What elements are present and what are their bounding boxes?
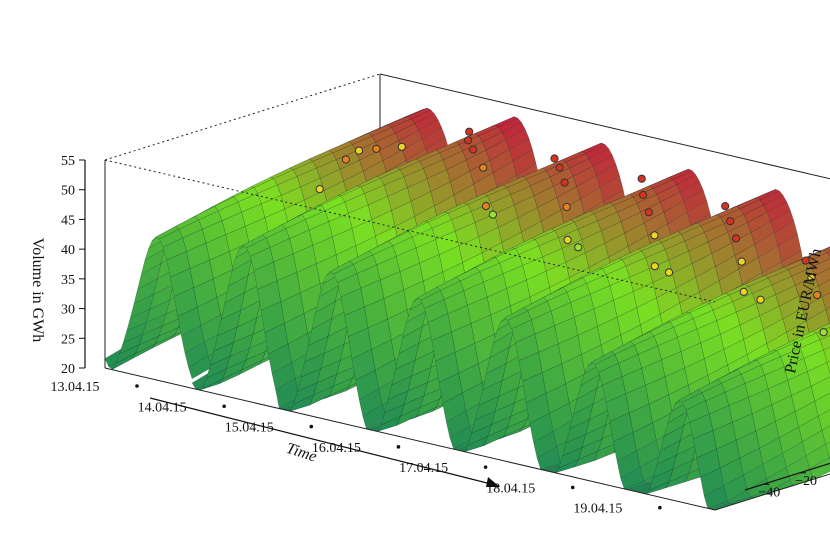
observation-point	[807, 273, 816, 282]
time-tick-label: 14.04.15	[138, 400, 187, 415]
observation-point	[469, 145, 478, 154]
observation-point	[731, 234, 741, 243]
observation-point	[479, 163, 488, 172]
observation-point	[562, 202, 571, 212]
volume-tick-label: 35	[61, 273, 75, 288]
observation-point	[555, 163, 564, 172]
volume-tick-label: 30	[61, 303, 75, 318]
time-tick-label: 13.04.15	[51, 380, 100, 395]
observation-point	[341, 155, 350, 164]
price-axis-line	[744, 462, 830, 491]
time-tick-mark	[222, 404, 226, 409]
observation-point	[739, 287, 748, 296]
observation-point	[819, 328, 828, 337]
time-axis-arrowhead	[486, 477, 500, 487]
time-tick-mark	[483, 465, 488, 469]
time-axis: 13.04.15 14.04.15 15.04.15 16.04.15 17.04.15…	[51, 380, 662, 517]
observation-point	[664, 268, 674, 277]
observation-point	[574, 243, 583, 252]
observation-point	[644, 208, 653, 217]
observation-point	[560, 178, 569, 187]
volume-tick-label: 45	[61, 213, 75, 228]
observation-point	[464, 136, 473, 145]
price-tick-label: −20	[795, 474, 817, 489]
observation-point	[637, 174, 646, 183]
observation-point	[756, 295, 765, 304]
time-axis-arrow	[149, 397, 496, 486]
price-volume-surface	[104, 107, 830, 511]
price-tick-label: −40	[758, 485, 780, 500]
observation-point	[354, 146, 364, 155]
volume-tick-label: 50	[61, 184, 75, 199]
observation-point	[397, 142, 406, 151]
time-tick-label: 18.04.15	[486, 481, 535, 496]
observation-point	[650, 231, 659, 240]
time-tick-mark	[570, 485, 575, 490]
price-axis: −40−20020406080100	[744, 462, 830, 500]
observation-point	[488, 210, 497, 219]
observation-point	[639, 190, 648, 200]
observation-point	[726, 217, 735, 226]
volume-tick-label: 55	[61, 154, 75, 169]
time-tick-label: 16.04.15	[312, 441, 361, 456]
observation-point	[721, 202, 730, 211]
volume-axis: 20 25 30 35 40 45 50 55	[61, 154, 86, 377]
time-tick-mark	[396, 445, 401, 449]
bounding-box-front	[104, 159, 830, 511]
time-tick-mark	[309, 424, 314, 429]
observation-point	[550, 154, 559, 163]
time-tick-label: 15.04.15	[225, 421, 274, 436]
observation-point	[737, 257, 746, 266]
observation-point	[563, 235, 572, 244]
volume-tick-label: 20	[61, 362, 75, 377]
time-tick-mark	[135, 384, 139, 388]
observation-point	[801, 256, 810, 265]
volume-axis-title: Volume in GWh	[29, 238, 46, 343]
observation-point	[481, 202, 491, 211]
observation-point	[465, 127, 474, 136]
observation-point	[813, 290, 822, 300]
time-tick-mark	[658, 505, 662, 510]
time-tick-label: 19.04.15	[573, 502, 622, 517]
observation-point	[650, 262, 659, 271]
volume-tick-label: 25	[61, 332, 75, 347]
observation-point	[315, 185, 324, 194]
observation-points	[315, 127, 828, 337]
volume-tick-label: 40	[61, 243, 75, 258]
observation-point	[372, 144, 381, 153]
time-tick-label: 17.04.15	[399, 461, 448, 476]
